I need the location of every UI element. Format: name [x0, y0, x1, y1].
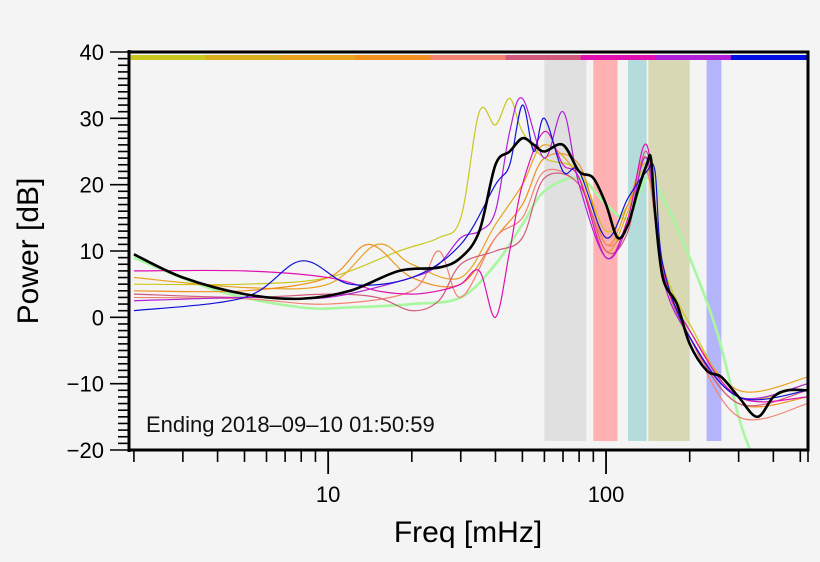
color-bar-segment [355, 55, 431, 60]
color-bar-segment [280, 55, 356, 60]
color-bar-segment [130, 55, 206, 60]
y-tick-label: −10 [67, 372, 104, 397]
series-reference-green [133, 176, 752, 450]
y-tick-label: 0 [92, 305, 104, 330]
series-trace-8 [133, 104, 808, 401]
y-axis: −20 −10 0 10 20 30 40 [67, 40, 131, 463]
shaded-band [544, 60, 587, 441]
color-bar-segment [580, 55, 657, 60]
color-bar-segment [430, 55, 507, 60]
series-average [133, 136, 808, 419]
y-tick-label: 10 [80, 239, 104, 264]
x-tick-label: 10 [316, 482, 340, 507]
ending-timestamp-annotation: Ending 2018–09–10 01:50:59 [146, 412, 435, 437]
x-axis-title: Freq [mHz] [394, 516, 542, 549]
shaded-band [648, 60, 690, 441]
color-bar-segment [730, 55, 807, 60]
shaded-band [706, 60, 722, 441]
y-tick-label: 40 [80, 40, 104, 65]
color-bar-segment [205, 55, 281, 60]
y-tick-label: 30 [80, 106, 104, 131]
y-axis-title: Power [dB] [12, 178, 45, 325]
frequency-bands [544, 60, 722, 441]
y-tick-label: −20 [67, 438, 104, 463]
x-tick-label: 100 [588, 482, 625, 507]
spectrum-lines [133, 97, 808, 450]
color-bar-segment [505, 55, 582, 60]
color-bar-segment [655, 55, 732, 60]
time-color-bar [130, 55, 807, 60]
x-axis: 10 100 [133, 450, 809, 507]
shaded-band [628, 60, 647, 441]
y-tick-label: 20 [80, 173, 104, 198]
